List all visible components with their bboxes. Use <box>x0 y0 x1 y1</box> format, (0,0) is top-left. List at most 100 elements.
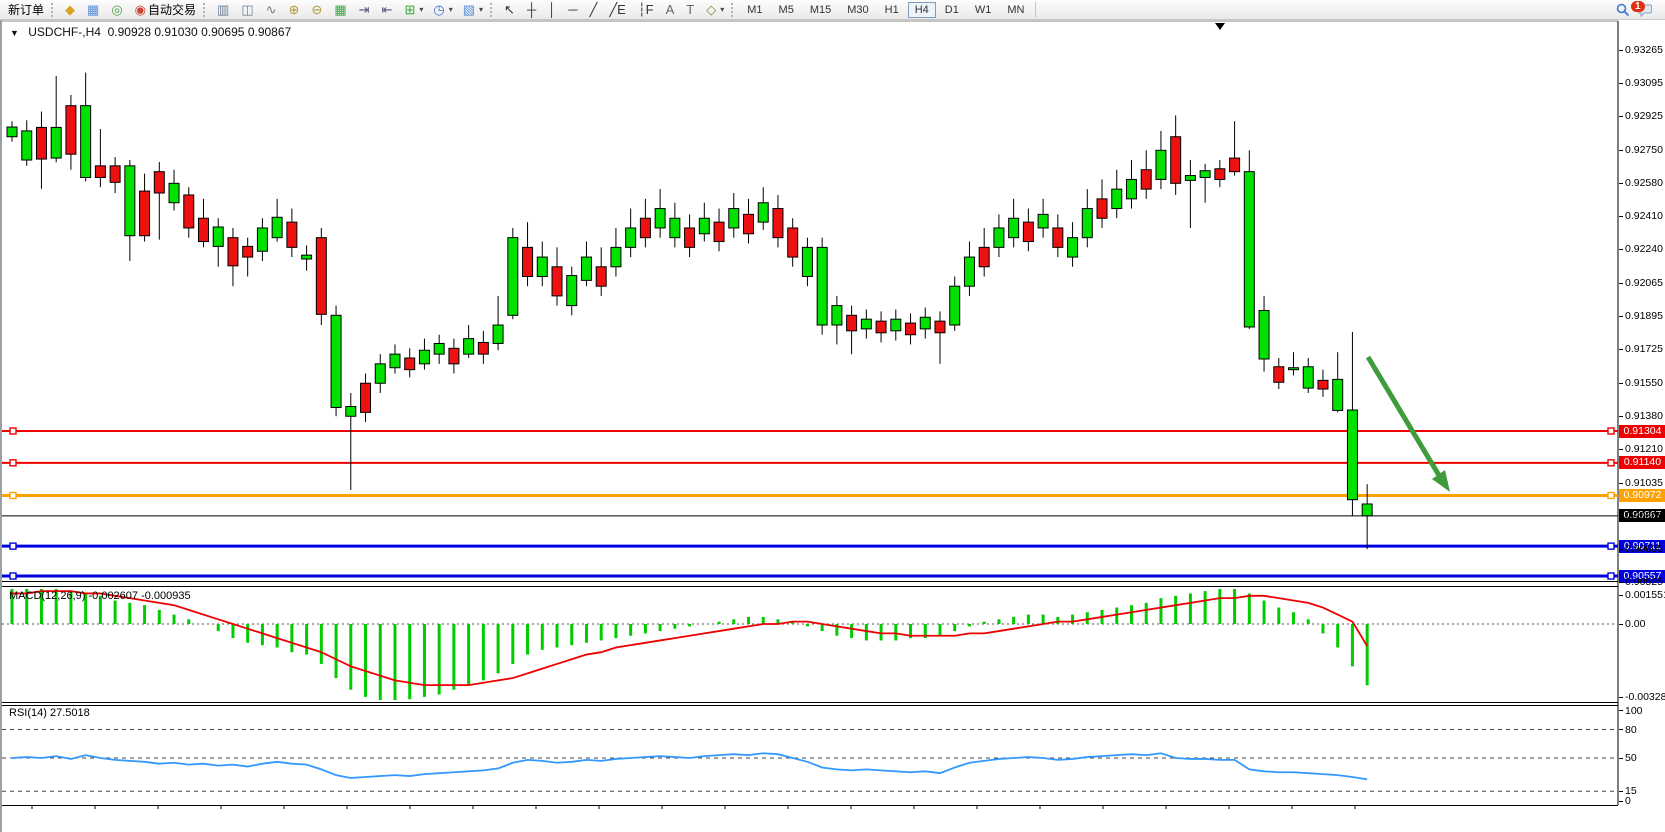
candle-body <box>389 353 401 369</box>
chart-graphics <box>2 20 1619 809</box>
candle-body <box>1052 227 1064 248</box>
candle-body <box>580 256 592 281</box>
window-icons-group: ◆ ▦ ◎ <box>59 1 129 19</box>
toolbar-grip <box>490 2 495 17</box>
timeframe-d1[interactable]: D1 <box>944 3 959 16</box>
collapse-triangle-icon[interactable]: ▼ <box>10 28 19 38</box>
terminal-window-button[interactable]: ▦ <box>81 1 105 19</box>
candle-body <box>50 126 62 159</box>
timeframe-h4[interactable]: H4 <box>907 1 936 18</box>
timeframe-m5[interactable]: M5 <box>778 3 794 16</box>
candle-body <box>772 208 784 239</box>
macd-label: MACD(12,26,9) -0.002607 -0.000935 <box>9 590 191 602</box>
line-anchor-handle <box>1607 572 1615 580</box>
price-tick-label: 0.92750 <box>1619 144 1665 156</box>
candlestick-icon: ◫ <box>241 1 254 17</box>
timeframe-m1[interactable]: M1 <box>747 3 763 16</box>
chevron-down-icon: ▾ <box>448 5 453 14</box>
candle-body <box>492 324 504 344</box>
text-label-button[interactable]: T <box>680 1 700 19</box>
price-tick-label: 0.92580 <box>1619 177 1665 189</box>
price-line-label: 0.90972 <box>1619 488 1665 502</box>
line-anchor-handle <box>1607 542 1615 550</box>
candle-body <box>183 194 195 229</box>
trend-arrow-line <box>1365 355 1443 479</box>
line-anchor-handle <box>9 459 17 467</box>
candle-body <box>846 314 858 332</box>
price-tick-label: 0.91895 <box>1619 310 1665 322</box>
tile-windows-button[interactable]: ▦ <box>328 1 352 19</box>
template-button[interactable]: ▧ ▾ <box>457 1 487 19</box>
arrows-button[interactable]: ◇ ▾ <box>700 1 728 19</box>
candle-body <box>1140 169 1152 190</box>
rsi-line <box>11 752 1368 781</box>
horizontal-line-button[interactable]: ─ <box>562 1 583 19</box>
auto-scroll-button[interactable]: ⇤ <box>376 1 399 19</box>
price-axis[interactable]: 0.91304 0.91140 0.90972 0.90867 0.90711 0.905… <box>1619 20 1665 825</box>
candle-body <box>1346 409 1358 501</box>
signals-button[interactable]: ◎ <box>105 1 128 19</box>
candle-body <box>669 217 681 239</box>
new-order-button[interactable]: 新订单 <box>4 1 48 19</box>
macd-axis-label: 0.001551 <box>1619 589 1665 601</box>
line-anchor-handle <box>9 491 17 500</box>
bar-chart-button[interactable]: ▥ <box>211 1 235 19</box>
timeframe-h1[interactable]: H1 <box>884 3 899 16</box>
zoom-out-button[interactable]: ⊖ <box>305 1 328 19</box>
candle-body <box>80 105 92 178</box>
gold-ingot-button[interactable]: ◆ <box>59 1 81 19</box>
candle-body <box>227 237 239 267</box>
price-tick-label: 0.92410 <box>1619 210 1665 222</box>
candle-body <box>905 322 917 336</box>
crosshair-icon: ┼ <box>526 1 537 17</box>
candle-body <box>728 208 740 229</box>
candle-body <box>21 130 33 161</box>
new-chart-button[interactable]: ⊞ ▾ <box>398 1 427 19</box>
fibonacci-button[interactable]: ┆F <box>632 1 660 19</box>
candle-body <box>919 316 931 330</box>
candle-body <box>890 318 902 332</box>
candle-body <box>109 165 121 183</box>
candle-body <box>993 227 1005 248</box>
toolbar-grip <box>203 2 208 17</box>
candle-body <box>949 285 961 326</box>
timeframe-w1[interactable]: W1 <box>974 3 992 16</box>
price-tick-label: 0.92065 <box>1619 277 1665 289</box>
line-chart-button[interactable]: ∿ <box>260 1 283 19</box>
equidistant-channel-button[interactable]: ╱E <box>603 1 632 19</box>
line-anchor-handle <box>9 427 17 435</box>
candle-body <box>242 245 254 258</box>
line-anchor-handle <box>1607 459 1615 467</box>
period-button[interactable]: ◷ ▾ <box>427 1 456 19</box>
candle-body <box>801 246 813 277</box>
candle-body <box>1214 168 1226 180</box>
vertical-line-button[interactable]: │ <box>542 1 562 19</box>
timeframe-m15[interactable]: M15 <box>809 3 832 16</box>
candle-body <box>1022 221 1034 243</box>
price-tick-label: 0.90865 <box>1619 510 1665 522</box>
cursor-button[interactable]: ↖ <box>498 1 521 19</box>
candle-body <box>978 246 990 268</box>
candle-body <box>1273 366 1285 383</box>
timeframe-mn[interactable]: MN <box>1007 3 1025 16</box>
candle-body <box>1067 237 1079 258</box>
vertical-line-icon: │ <box>548 1 557 17</box>
candle-body <box>522 246 534 277</box>
crosshair-button[interactable]: ┼ <box>521 1 542 19</box>
zoom-in-button[interactable]: ⊕ <box>283 1 306 19</box>
notifications-button[interactable]: 1 <box>1631 0 1657 19</box>
template-icon: ▧ <box>462 1 476 17</box>
timeframe-m30[interactable]: M30 <box>847 3 869 16</box>
time-axis[interactable]: 12 Jan 202313 Jan 08:0016 Jan 00:0016 Ja… <box>2 825 1665 832</box>
auto-trading-button[interactable]: ◉ 自动交易 <box>129 1 200 19</box>
candle-body <box>212 226 224 247</box>
candle-body <box>139 190 151 237</box>
search-button[interactable] <box>1612 1 1634 19</box>
candle-body <box>315 237 327 315</box>
search-icon <box>1616 3 1630 16</box>
trendline-button[interactable]: ╱ <box>584 1 604 19</box>
chart-shift-button[interactable]: ⇥ <box>353 1 376 19</box>
chart-window[interactable]: ▼ USDCHF-,H4 0.90928 0.91030 0.90695 0.9… <box>0 20 1665 832</box>
text-button[interactable]: A <box>660 1 681 19</box>
candlestick-button[interactable]: ◫ <box>235 1 259 19</box>
